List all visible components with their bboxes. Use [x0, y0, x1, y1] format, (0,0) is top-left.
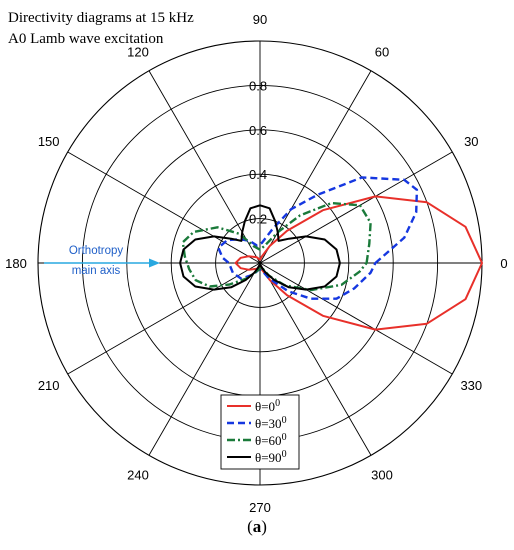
radial-tick-label-0.8: 0.8: [249, 78, 267, 93]
series-line-3: [181, 201, 372, 292]
legend-label-4: θ=900: [255, 449, 287, 465]
caption-suffix: ): [261, 517, 267, 536]
angle-tick-label-180: 180: [5, 256, 27, 271]
series-line-1: [234, 195, 483, 331]
angle-tick-label-30: 30: [464, 134, 478, 149]
radial-tick-label-0.6: 0.6: [249, 123, 267, 138]
chart-subtitle: A0 Lamb wave excitation: [8, 31, 164, 47]
angle-tick-label-330: 330: [460, 378, 482, 393]
radial-tick-label-0.4: 0.4: [249, 167, 267, 182]
annotation-line2: main axis: [72, 265, 121, 277]
angle-tick-label-90: 90: [253, 12, 267, 27]
series-layer: [179, 176, 483, 331]
series-line-4: [179, 204, 341, 291]
angle-tick-label-270: 270: [249, 500, 271, 515]
legend-box: [220, 394, 300, 470]
angle-tick-label-150: 150: [38, 134, 60, 149]
angle-tick-label-120: 120: [127, 45, 149, 60]
legend-label-1: θ=00: [255, 398, 280, 414]
grid-spoke-150: [67, 151, 453, 375]
annotation-line1: Orthotropy: [69, 245, 124, 257]
angle-tick-label-210: 210: [38, 378, 60, 393]
angle-tick-label-300: 300: [371, 467, 393, 482]
caption-label: a: [253, 517, 262, 536]
figure-caption: (a): [247, 517, 267, 536]
annotation-arrow-head: [149, 258, 160, 268]
chart-title: Directivity diagrams at 15 kHz: [8, 10, 194, 26]
angle-tick-label-0: 0: [500, 256, 507, 271]
legend-label-2: θ=300: [255, 415, 287, 431]
caption-prefix: (: [247, 517, 253, 536]
radial-tick-label-0.2: 0.2: [249, 212, 267, 227]
polar-grid: 0 30 60 90 120 150 180 210 240 270 300 330 0.2 0.4 0.6…: [5, 12, 507, 515]
orthotropy-annotation: Orthotropy main axis: [44, 245, 160, 277]
series-line-2: [217, 176, 419, 300]
angle-tick-label-240: 240: [127, 467, 149, 482]
angle-tick-label-60: 60: [375, 45, 389, 60]
legend-label-3: θ=600: [255, 432, 287, 448]
